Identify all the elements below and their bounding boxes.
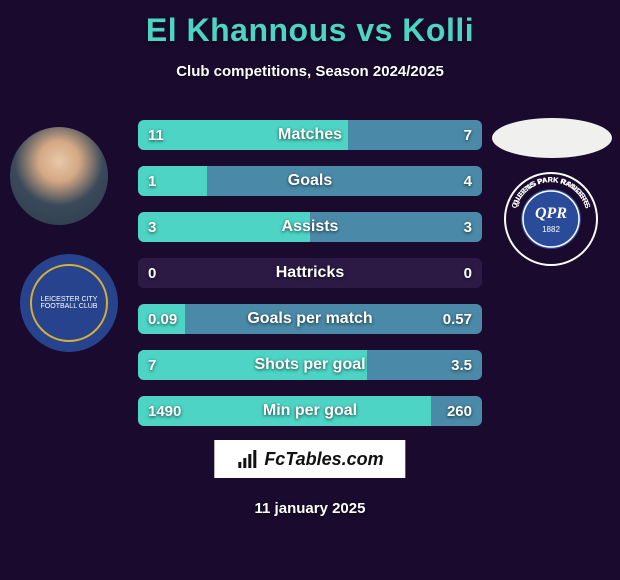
bar-value-right: 0: [464, 258, 472, 288]
player-left-avatar: [10, 127, 108, 225]
bar-value-right: 4: [464, 166, 472, 196]
bar-label: Goals: [138, 166, 482, 196]
bar-label: Hattricks: [138, 258, 482, 288]
date-text: 11 january 2025: [0, 500, 620, 517]
bar-value-left: 0.09: [148, 304, 177, 334]
brand-text: FcTables.com: [264, 449, 383, 470]
brand-box: FcTables.com: [214, 440, 405, 478]
page-title: El Khannous vs Kolli: [0, 0, 620, 49]
bar-label: Assists: [138, 212, 482, 242]
brand-chart-icon: [236, 448, 258, 470]
subtitle: Club competitions, Season 2024/2025: [0, 63, 620, 80]
bar-value-right: 0.57: [443, 304, 472, 334]
bar-value-left: 3: [148, 212, 156, 242]
comparison-bars: Matches11 7 Goals1 4 Assists3 3 Hattricks0 0 Goa…: [138, 120, 482, 442]
bar-value-right: 3: [464, 212, 472, 242]
stat-bar: Min per goal1490 260: [138, 396, 482, 426]
stat-bar: Assists3 3: [138, 212, 482, 242]
bar-value-left: 1490: [148, 396, 181, 426]
bar-value-left: 11: [148, 120, 164, 150]
bar-label: Matches: [138, 120, 482, 150]
bar-value-right: 7: [464, 120, 472, 150]
stat-bar: Matches11 7: [138, 120, 482, 150]
club-left-badge-inner: LEICESTER CITYFOOTBALL CLUB: [30, 264, 108, 342]
player-right-avatar: [492, 118, 612, 158]
svg-text:1882: 1882: [542, 225, 560, 234]
club-right-badge: QPR 1882 QUEENS PARK RANGERS QUEENS PARK…: [502, 170, 600, 268]
qpr-badge-icon: QPR 1882 QUEENS PARK RANGERS QUEENS PARK…: [502, 170, 600, 268]
bar-value-left: 7: [148, 350, 156, 380]
club-left-badge: LEICESTER CITYFOOTBALL CLUB: [20, 254, 118, 352]
bar-label: Min per goal: [138, 396, 482, 426]
stat-bar: Goals per match0.09 0.57: [138, 304, 482, 334]
bar-label: Goals per match: [138, 304, 482, 334]
svg-text:QPR: QPR: [535, 205, 567, 222]
stat-bar: Hattricks0 0: [138, 258, 482, 288]
stat-bar: Shots per goal7 3.5: [138, 350, 482, 380]
bar-value-left: 0: [148, 258, 156, 288]
bar-value-left: 1: [148, 166, 156, 196]
bar-value-right: 260: [447, 396, 472, 426]
stat-bar: Goals1 4: [138, 166, 482, 196]
bar-label: Shots per goal: [138, 350, 482, 380]
club-left-label: LEICESTER CITYFOOTBALL CLUB: [41, 296, 98, 310]
bar-value-right: 3.5: [451, 350, 472, 380]
